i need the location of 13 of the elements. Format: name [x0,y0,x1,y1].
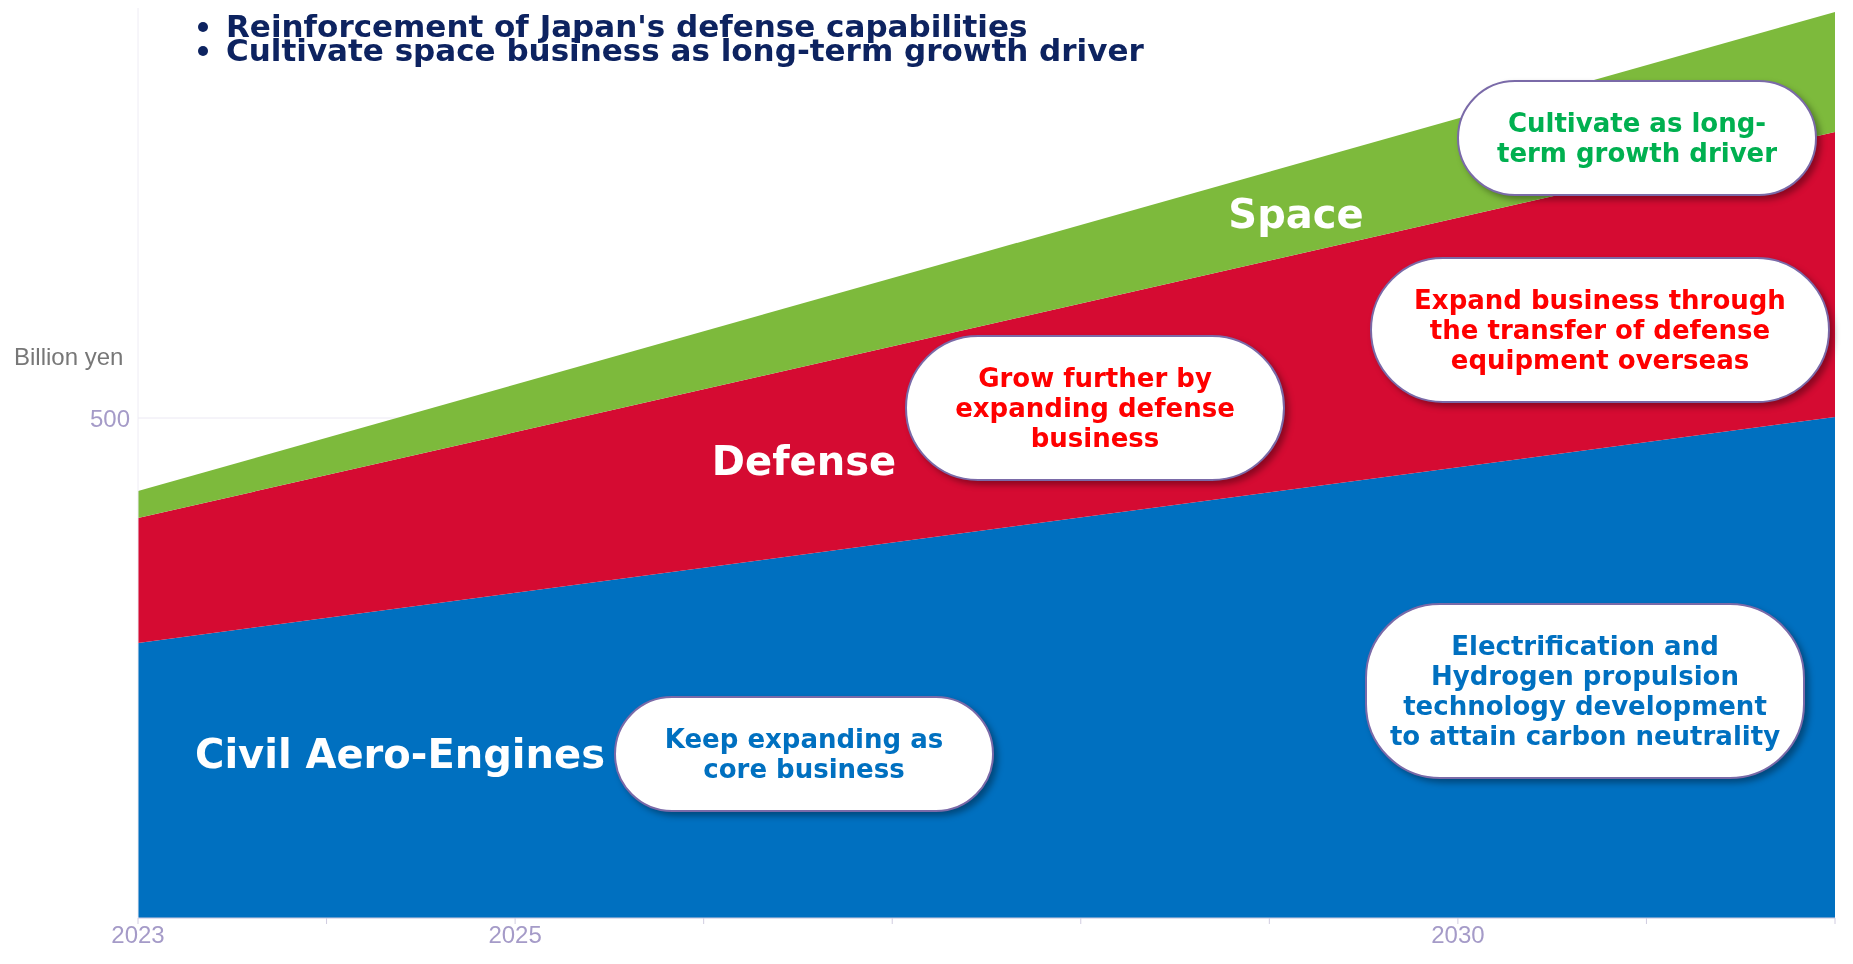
callout-box: Electrification and Hydrogen propulsion technology development to attain carbon neutrality [1365,603,1805,779]
series-label: Civil Aero-Engines [195,731,605,777]
x-tick-label: 2023 [111,921,165,949]
callout-box: Grow further by expanding defense business [905,335,1285,481]
callout-box: Cultivate as long-term growth driver [1457,80,1817,196]
y-axis-title: Billion yen [14,343,124,371]
x-tick-label: 2030 [1431,921,1485,949]
callout-box: Expand business through the transfer of defense equipment overseas [1370,257,1830,403]
callout-box: Keep expanding as core business [614,696,994,812]
x-tick-label: 2025 [488,921,542,949]
series-label: Space [1228,191,1364,237]
y-tick-label: 500 [89,404,130,432]
series-label: Defense [711,438,897,484]
